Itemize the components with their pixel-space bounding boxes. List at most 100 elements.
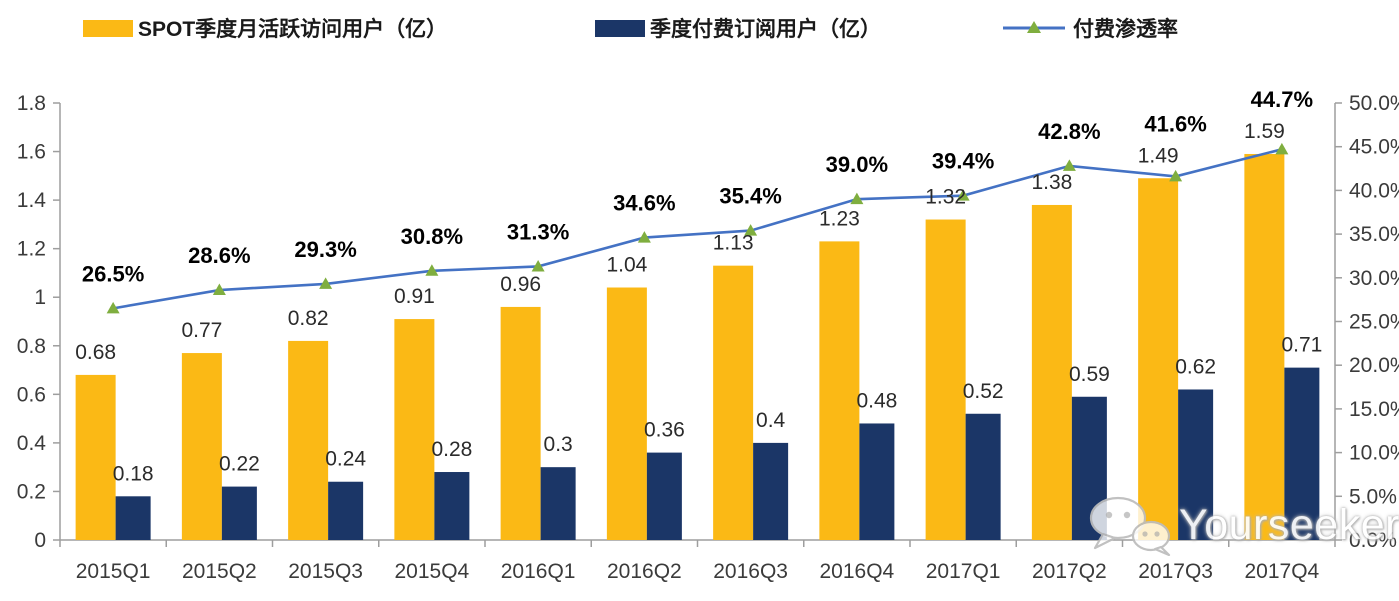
subs-bar-2015Q4: [434, 472, 470, 540]
right-axis-tick-label: 50.0%: [1349, 92, 1399, 115]
left-axis-tick-label: 1.6: [17, 141, 46, 164]
subs-bar-2017Q2: [1071, 396, 1107, 540]
mau-bar-2016Q3: [713, 265, 754, 540]
subs-value-label: 0.3: [544, 433, 573, 456]
subs-bar-2017Q1: [965, 413, 1001, 540]
legend-label-subscribers: 季度付费订阅用户（亿）: [650, 18, 881, 41]
penetration-label: 30.8%: [401, 224, 463, 249]
penetration-marker-2017Q2: [1062, 159, 1076, 171]
mau-bar-2017Q1: [925, 219, 966, 541]
subs-value-label: 0.36: [644, 419, 685, 442]
mau-bar-2015Q2: [181, 353, 222, 540]
penetration-label: 34.6%: [613, 191, 675, 216]
left-axis-tick-label: 0.6: [17, 383, 46, 406]
right-axis-tick-label: 45.0%: [1349, 136, 1399, 159]
subs-value-label: 0.22: [219, 453, 260, 476]
penetration-marker-2016Q2: [637, 231, 651, 243]
mau-bar-2017Q3: [1138, 178, 1179, 540]
left-axis-tick-label: 1: [34, 286, 46, 309]
left-axis-tick-label: 1.2: [17, 238, 46, 261]
right-axis-tick-label: 35.0%: [1349, 223, 1399, 246]
penetration-marker-2015Q4: [425, 264, 439, 276]
penetration-marker-2017Q1: [956, 189, 970, 201]
x-axis-label: 2015Q4: [395, 560, 470, 583]
mau-value-label: 1.13: [713, 232, 754, 255]
left-axis-tick-label: 1.4: [17, 189, 47, 212]
mau-value-label: 1.04: [606, 254, 647, 277]
mau-value-label: 1.32: [925, 186, 966, 209]
penetration-label: 42.8%: [1038, 119, 1100, 144]
subs-value-label: 0.18: [113, 462, 154, 485]
penetration-marker-2017Q3: [1169, 169, 1183, 182]
subs-bar-2015Q2: [221, 486, 257, 540]
mau-value-label: 1.49: [1138, 144, 1179, 167]
legend-item-penetration: 付费渗透率: [1003, 17, 1178, 41]
x-axis-label: 2015Q2: [182, 560, 257, 583]
x-axis-label: 2016Q4: [820, 560, 895, 583]
penetration-label: 41.6%: [1144, 111, 1206, 136]
mau-bar-2016Q2: [606, 287, 647, 540]
x-axis-label: 2017Q2: [1032, 560, 1107, 583]
subs-bar-2017Q3: [1178, 389, 1214, 540]
legend-label-mau: SPOT季度月活跃访问用户（亿）: [138, 18, 448, 41]
penetration-label: 39.4%: [932, 149, 994, 174]
mau-value-label: 0.68: [75, 341, 116, 364]
x-axis-label: 2016Q1: [501, 560, 576, 583]
right-axis-tick-label: 0.0%: [1349, 529, 1397, 552]
x-axis-label: 2017Q4: [1245, 560, 1320, 583]
penetration-line: [112, 148, 1283, 310]
legend-item-mau: SPOT季度月活跃访问用户（亿）: [83, 17, 447, 41]
legend-item-subscribers: 季度付费订阅用户（亿）: [595, 17, 881, 41]
subscribers-swatch: [595, 19, 645, 37]
left-axis-tick-label: 0.4: [17, 432, 47, 455]
mau-bar-2015Q1: [75, 374, 116, 540]
mau-swatch: [83, 19, 133, 37]
subs-bar-2017Q4: [1284, 367, 1320, 540]
x-axis-label: 2017Q3: [1138, 560, 1213, 583]
penetration-label: 39.0%: [826, 152, 888, 177]
penetration-label: 44.7%: [1251, 87, 1313, 112]
penetration-marker-2015Q3: [319, 277, 333, 289]
x-axis-label: 2017Q1: [926, 560, 1001, 583]
right-axis-tick-label: 25.0%: [1349, 311, 1399, 334]
x-axis-label: 2015Q3: [288, 560, 363, 583]
left-axis-tick-label: 0.2: [17, 480, 46, 503]
x-axis-label: 2015Q1: [76, 560, 151, 583]
right-axis-tick-label: 15.0%: [1349, 398, 1399, 421]
subs-value-label: 0.52: [963, 380, 1004, 403]
mau-bar-2015Q4: [394, 319, 435, 540]
x-axis-label: 2016Q2: [607, 560, 682, 583]
subs-bar-2016Q4: [859, 423, 895, 540]
subs-value-label: 0.62: [1175, 355, 1216, 378]
x-axis-label: 2016Q3: [713, 560, 788, 583]
left-axis-tick-label: 0: [34, 529, 46, 552]
subs-bar-2016Q3: [753, 442, 789, 540]
subs-value-label: 0.71: [1281, 334, 1322, 357]
legend-label-penetration: 付费渗透率: [1073, 18, 1178, 41]
mau-bar-2016Q1: [500, 306, 541, 540]
penetration-marker-2016Q3: [744, 224, 758, 236]
penetration-marker-2016Q1: [531, 259, 545, 272]
mau-value-label: 1.59: [1244, 120, 1285, 143]
right-axis-tick-label: 10.0%: [1349, 442, 1399, 465]
mau-bar-2016Q4: [819, 241, 860, 540]
left-axis-tick-label: 1.8: [17, 92, 46, 115]
right-axis-tick-label: 40.0%: [1349, 179, 1399, 202]
subs-value-label: 0.59: [1069, 363, 1110, 386]
subs-bar-2016Q2: [646, 452, 682, 540]
legend: SPOT季度月活跃访问用户（亿） 季度付费订阅用户（亿） 付费渗透率: [0, 0, 1399, 54]
subs-bar-2015Q1: [115, 496, 151, 540]
right-axis-tick-label: 5.0%: [1349, 485, 1397, 508]
penetration-label: 29.3%: [294, 237, 356, 262]
penetration-label: 26.5%: [82, 261, 144, 286]
right-axis-tick-label: 20.0%: [1349, 354, 1399, 377]
mau-value-label: 0.91: [394, 285, 435, 308]
mau-bar-2017Q2: [1031, 204, 1072, 540]
left-axis-tick-label: 0.8: [17, 335, 46, 358]
mau-value-label: 1.38: [1031, 171, 1072, 194]
penetration-marker-2015Q1: [106, 301, 120, 314]
penetration-label: 31.3%: [507, 219, 569, 244]
penetration-marker-2017Q4: [1275, 142, 1289, 155]
